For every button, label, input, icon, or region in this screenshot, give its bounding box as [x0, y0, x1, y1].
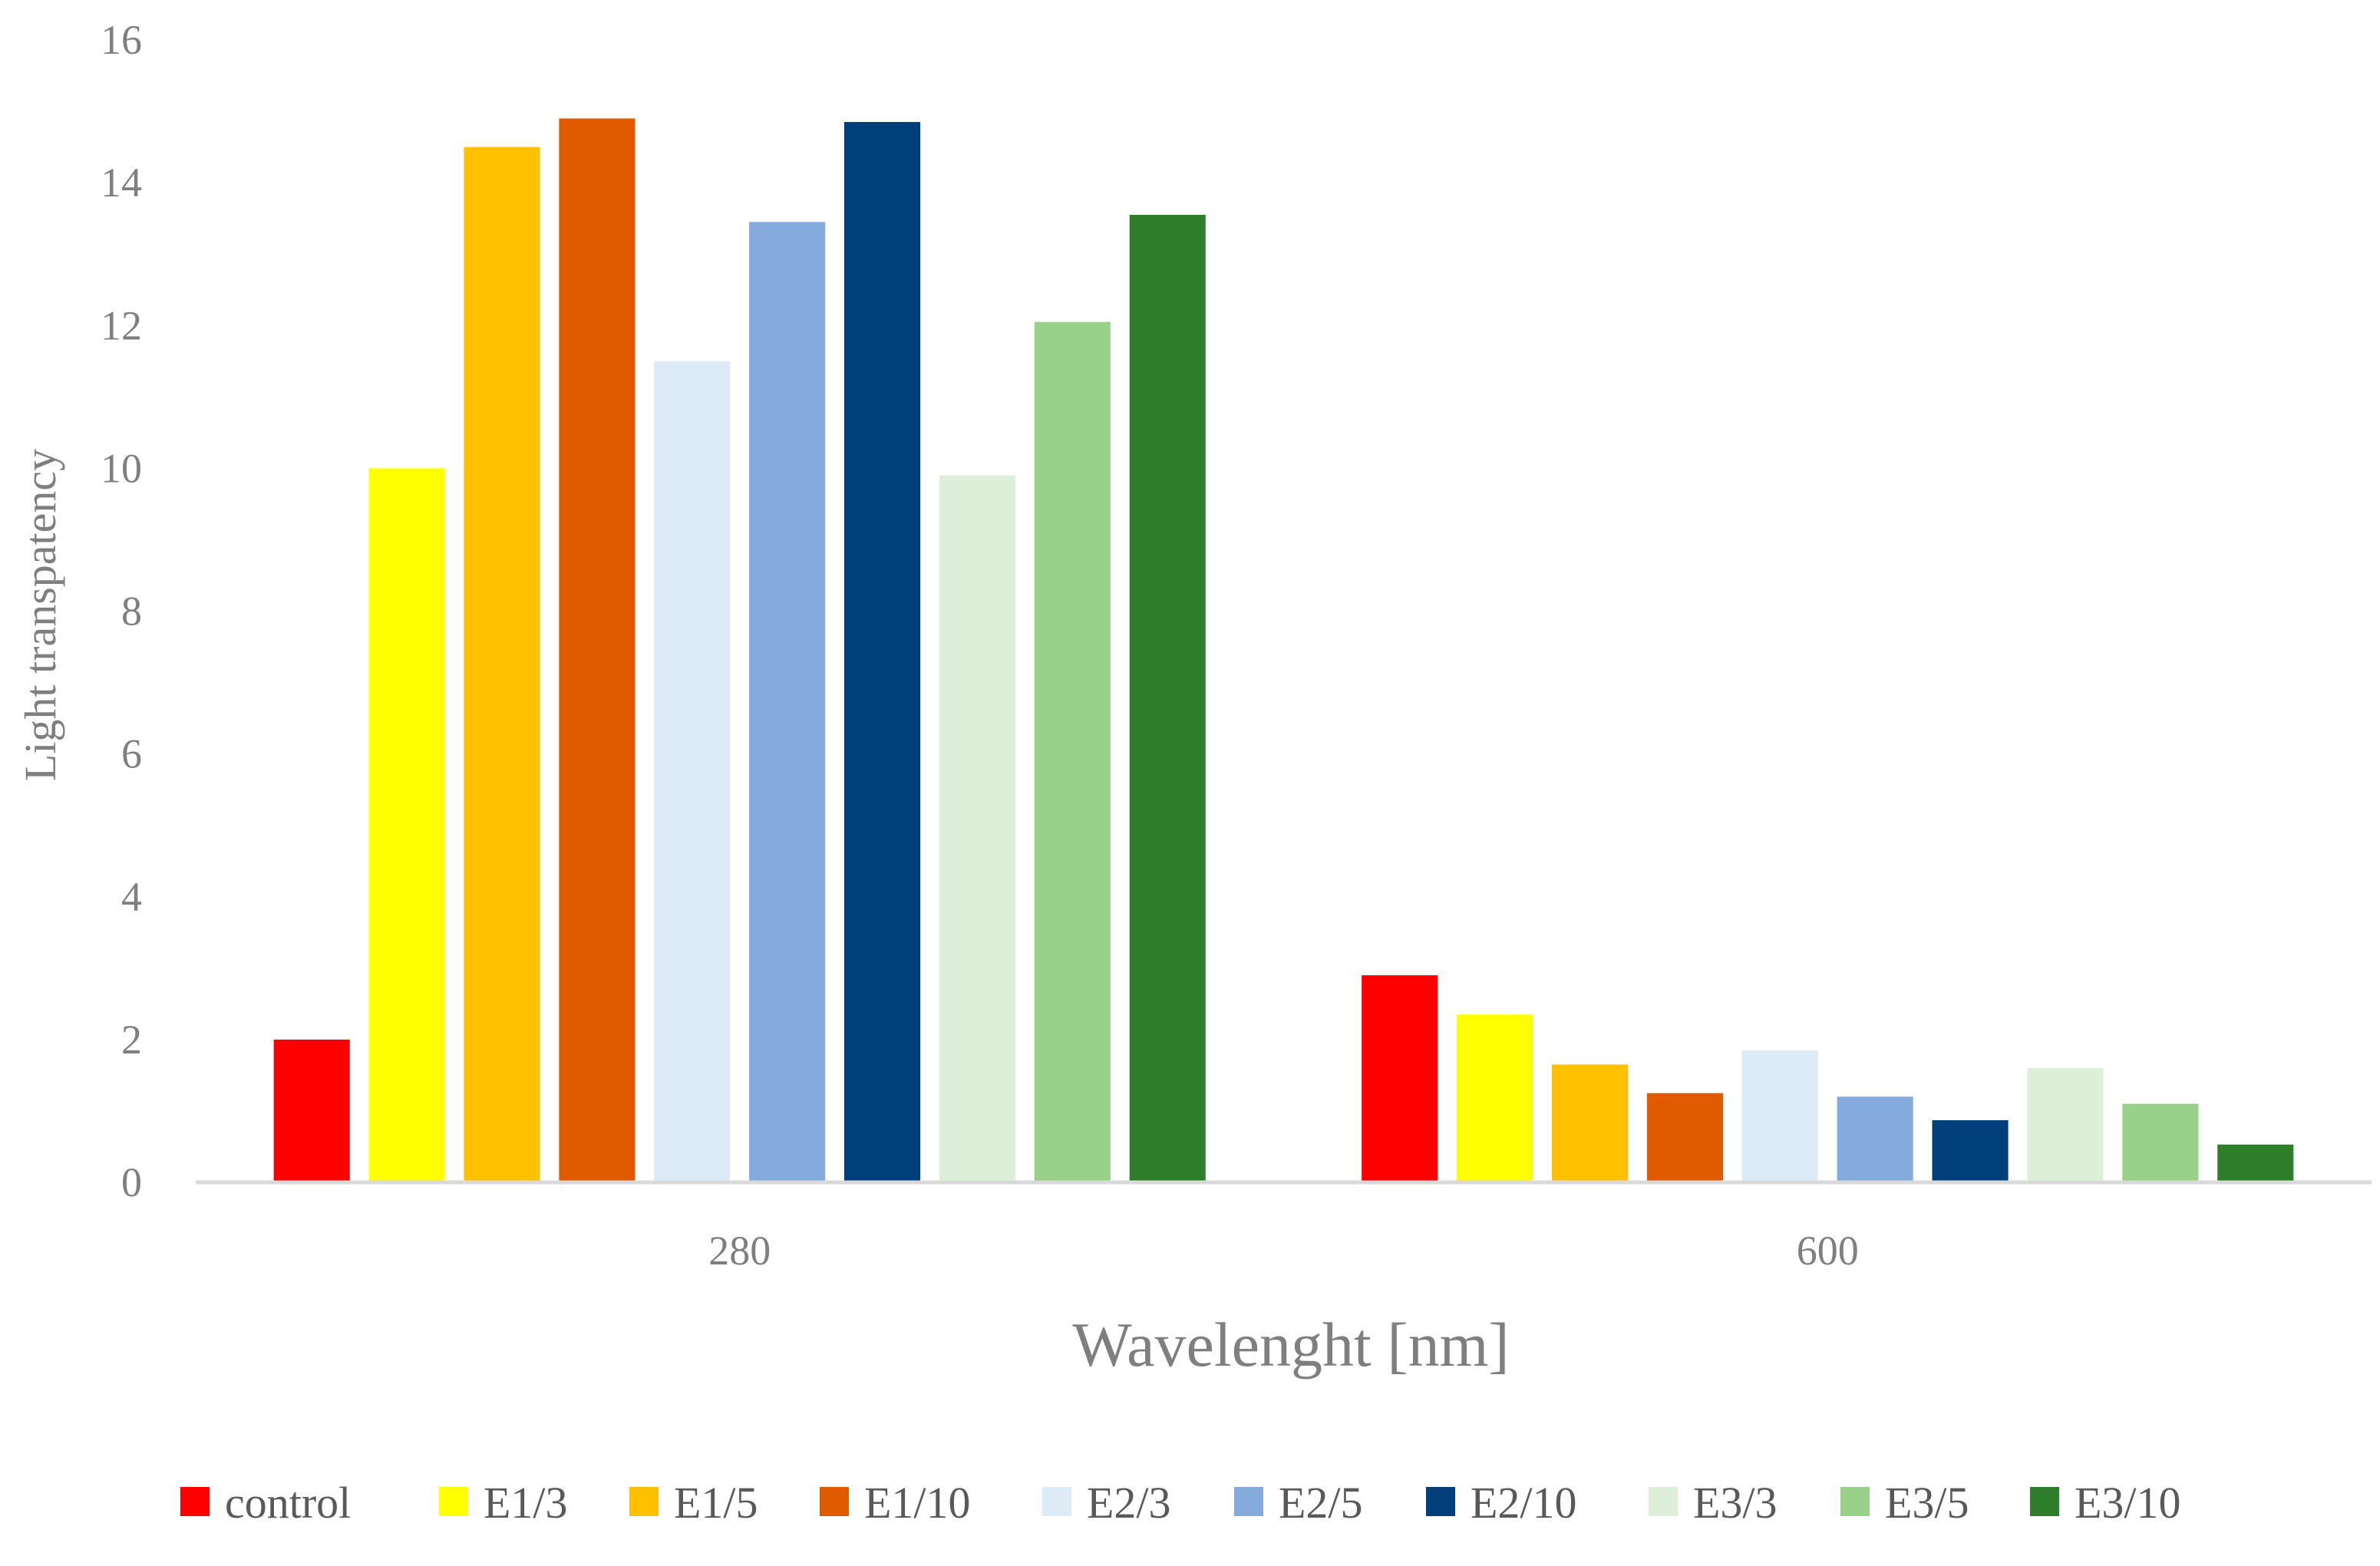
y-tick-label: 2 — [121, 1017, 142, 1063]
y-tick-label: 12 — [101, 302, 142, 348]
legend-swatch — [1234, 1487, 1263, 1516]
x-category-label: 600 — [1797, 1228, 1859, 1274]
y-tick-label: 0 — [121, 1159, 142, 1205]
legend-label: control — [225, 1478, 351, 1528]
bar-e1-5-280 — [464, 147, 540, 1183]
legend: control E1/3 E1/5 E1/10 E2/3 E2/5 E2/10 E3/3 E3/… — [180, 1478, 2181, 1528]
bar-e1-3-600 — [1457, 1014, 1533, 1182]
bar-e2-3-600 — [1741, 1050, 1818, 1182]
legend-swatch — [1426, 1487, 1455, 1516]
legend-label: E1/3 — [484, 1478, 568, 1528]
bar-e1-3-280 — [368, 468, 445, 1182]
bar-control-600 — [1362, 975, 1438, 1182]
bar-e3-10-280 — [1129, 215, 1206, 1182]
legend-label: E3/10 — [2075, 1478, 2181, 1528]
y-tick-label: 10 — [101, 445, 142, 491]
bars — [273, 118, 2294, 1183]
legend-swatch — [820, 1487, 849, 1516]
y-tick-label: 6 — [121, 731, 142, 777]
legend-swatch — [439, 1487, 468, 1516]
bar-e2-5-280 — [749, 222, 826, 1182]
bar-e2-10-600 — [1932, 1120, 2009, 1182]
bar-e3-10-600 — [2217, 1144, 2294, 1182]
legend-swatch — [1840, 1487, 1870, 1516]
y-axis-title: Light transpatency — [15, 449, 65, 781]
x-axis-categories: 280 600 — [708, 1228, 1859, 1274]
bar-e3-5-600 — [2122, 1103, 2199, 1182]
x-axis-title: Wavelenght [nm] — [1072, 1310, 1509, 1380]
y-tick-label: 16 — [101, 17, 142, 63]
y-tick-label: 4 — [121, 874, 142, 920]
legend-swatch — [629, 1487, 659, 1516]
bar-e3-3-600 — [2027, 1068, 2104, 1182]
legend-swatch — [2030, 1487, 2059, 1516]
bar-e2-5-600 — [1837, 1096, 1913, 1182]
bar-e1-10-600 — [1646, 1093, 1723, 1182]
y-axis-ticks: 0 2 4 6 8 10 12 14 16 — [101, 17, 142, 1205]
legend-swatch — [1649, 1487, 1678, 1516]
x-category-label: 280 — [708, 1228, 771, 1274]
legend-label: E1/10 — [864, 1478, 971, 1528]
bar-e3-3-280 — [939, 475, 1015, 1182]
legend-swatch — [180, 1487, 210, 1516]
legend-label: E3/3 — [1693, 1478, 1778, 1528]
legend-swatch — [1042, 1487, 1071, 1516]
bar-e1-5-600 — [1552, 1064, 1629, 1182]
bar-control-280 — [273, 1039, 350, 1182]
bar-e3-5-280 — [1034, 321, 1111, 1183]
bar-e2-10-280 — [844, 122, 921, 1182]
bar-e1-10-280 — [559, 118, 635, 1182]
y-tick-label: 8 — [121, 588, 142, 635]
legend-label: E1/5 — [674, 1478, 758, 1528]
y-tick-label: 14 — [101, 160, 142, 206]
legend-label: E2/10 — [1471, 1478, 1577, 1528]
bar-e2-3-280 — [654, 361, 731, 1182]
legend-label: E2/3 — [1087, 1478, 1171, 1528]
legend-label: E2/5 — [1279, 1478, 1363, 1528]
legend-label: E3/5 — [1885, 1478, 1969, 1528]
